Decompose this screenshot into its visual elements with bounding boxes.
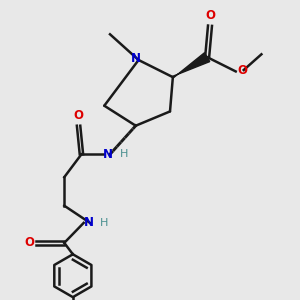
- Text: H: H: [100, 218, 109, 228]
- Polygon shape: [172, 53, 210, 78]
- Text: O: O: [74, 109, 84, 122]
- Text: O: O: [237, 64, 247, 76]
- Text: O: O: [205, 9, 215, 22]
- Text: N: N: [103, 148, 113, 161]
- Text: H: H: [119, 149, 128, 159]
- Text: N: N: [84, 216, 94, 230]
- Text: O: O: [24, 236, 34, 249]
- Text: N: N: [131, 52, 141, 65]
